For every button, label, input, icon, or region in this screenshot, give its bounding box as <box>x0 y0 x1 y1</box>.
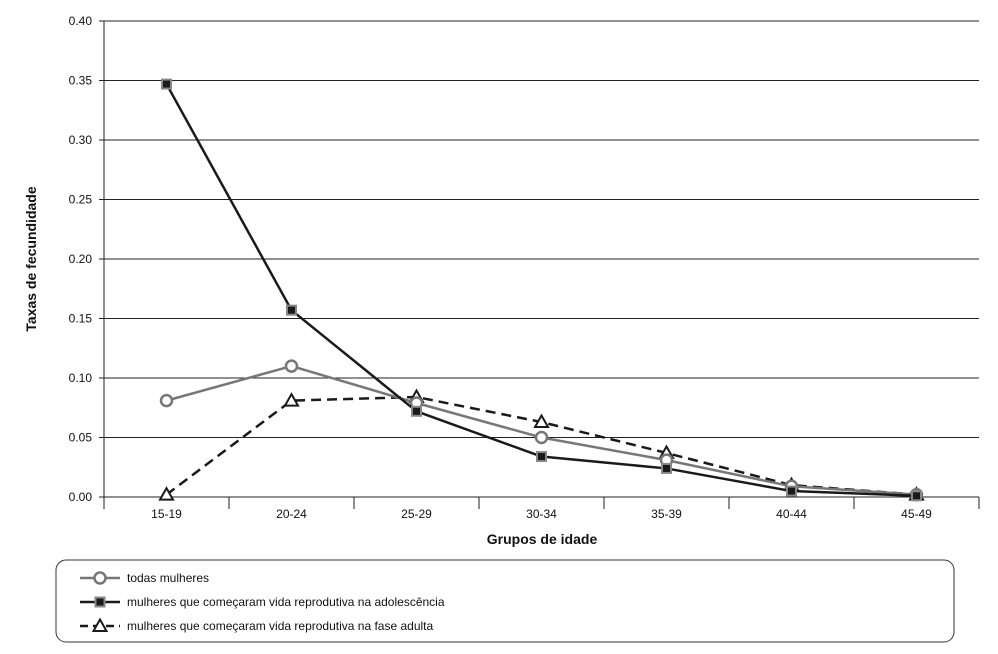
legend-label-0: todas mulheres <box>127 571 209 585</box>
y-tick-label-1: 0.05 <box>69 431 93 445</box>
series-0-point-1 <box>284 359 299 373</box>
y-tick-label-5: 0.25 <box>69 193 93 207</box>
series-1-point-6 <box>911 490 922 502</box>
legend-label-2: mulheres que começaram vida reprodutiva … <box>127 619 433 633</box>
series-1-point-3 <box>536 451 547 463</box>
y-tick-label-3: 0.15 <box>69 312 93 326</box>
y-tick-label-7: 0.35 <box>69 74 93 88</box>
x-tick-label-5: 40-44 <box>776 507 807 521</box>
series-2-point-1 <box>283 392 300 407</box>
series-line-2 <box>165 395 917 496</box>
y-tick-label-8: 0.40 <box>69 14 93 28</box>
y-axis-title: Taxas de fecundidade <box>23 186 39 331</box>
x-tick-label-4: 35-39 <box>651 507 682 521</box>
series-0-point-0 <box>159 393 174 408</box>
series-2-point-0 <box>158 486 175 501</box>
axis-layer: 0.00 0.05 0.10 0.15 0.20 0.25 0.30 0.35 0.40 15-1… <box>69 14 980 521</box>
series-line-0 <box>166 364 917 496</box>
y-tick-label-2: 0.10 <box>69 371 93 385</box>
x-tick-label-1: 20-24 <box>276 507 307 521</box>
x-axis-title: Grupos de idade <box>487 531 598 547</box>
series-0-point-3 <box>534 430 549 445</box>
x-tick-label-2: 25-29 <box>401 507 432 521</box>
legend: todas mulheres mulheres que começaram vid… <box>55 559 955 643</box>
series-1-point-2 <box>411 405 422 417</box>
series-1-point-4 <box>661 462 672 474</box>
series-1-point-0 <box>161 78 172 90</box>
legend-marker-1 <box>94 596 106 608</box>
y-tick-label-4: 0.20 <box>69 252 93 266</box>
x-tick-label-6: 45-49 <box>901 507 932 521</box>
series-1-point-1 <box>286 304 297 316</box>
series-2-point-3 <box>533 413 550 429</box>
legend-label-1: mulheres que começaram vida reprodutiva … <box>127 595 445 609</box>
x-tick-label-3: 30-34 <box>526 507 557 521</box>
grid-layer <box>104 20 979 438</box>
legend-box <box>55 559 955 643</box>
legend-marker-2 <box>91 617 109 632</box>
series-layer <box>158 78 925 502</box>
y-tick-label-0: 0.00 <box>69 490 93 504</box>
y-tick-label-6: 0.30 <box>69 133 93 147</box>
series-1-point-5 <box>786 485 797 497</box>
legend-marker-0 <box>93 571 107 585</box>
x-tick-label-0: 15-19 <box>151 507 182 521</box>
